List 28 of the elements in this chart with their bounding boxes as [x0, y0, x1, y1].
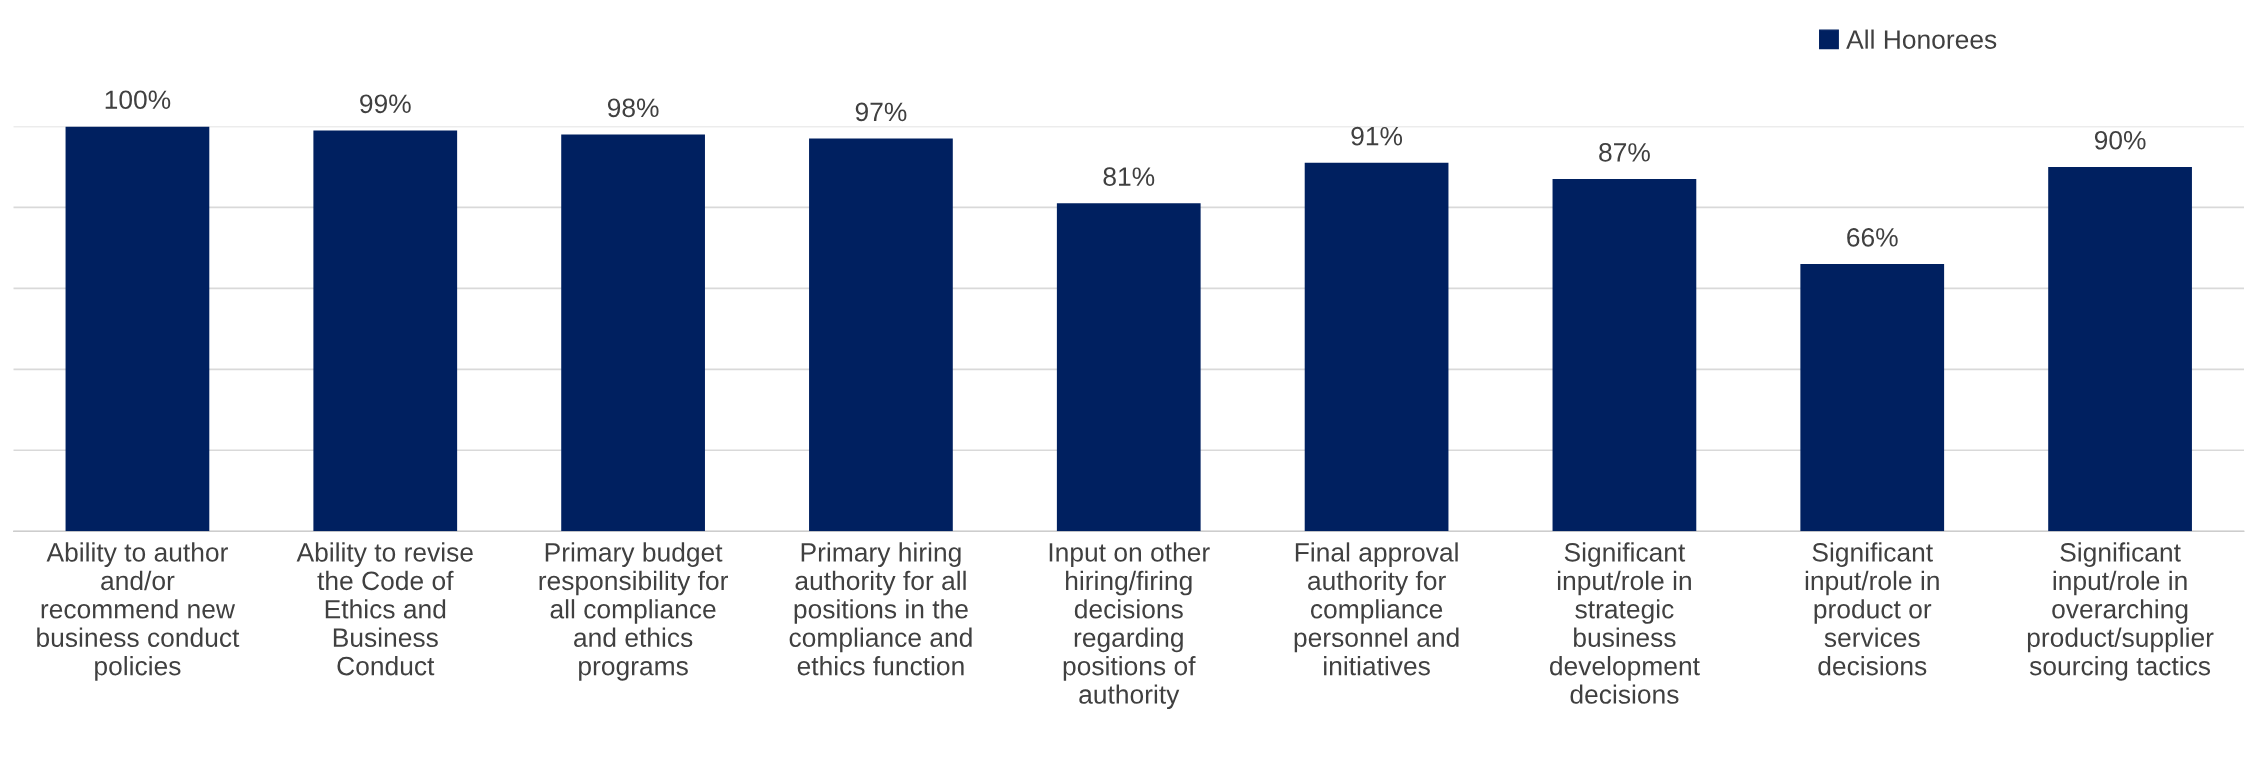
data-label: 66% — [1847, 228, 1898, 247]
bar — [1304, 162, 1449, 532]
data-label: 99% — [360, 94, 411, 114]
data-label: 98% — [607, 98, 659, 118]
bar — [561, 134, 705, 532]
x-tick-label: Ability to revise the Code of Ethics and Business Conduct — [296, 542, 473, 676]
bar — [1056, 203, 1201, 532]
bar — [809, 138, 953, 532]
x-tick-label: Final approval authority for compliance personnel and initiatives — [1294, 542, 1459, 676]
legend-label: All Honorees — [1846, 29, 1997, 49]
data-label: 87% — [1599, 143, 1650, 162]
bar — [2048, 166, 2192, 532]
bar — [313, 130, 458, 532]
x-tick-label: Primary budget responsibility for all compliance and ethics programs — [539, 542, 728, 681]
data-label: 90% — [2094, 130, 2146, 150]
x-tick-label: Primary hiring authority for all positions in the compliance and ethics function — [789, 542, 972, 676]
bar — [65, 126, 210, 532]
x-tick-label: Ability to author and/or recommend new business conduct policies — [37, 542, 240, 681]
x-tick-label: Input on other hiring/firing decisions regarding positions of authority — [1049, 542, 1210, 710]
data-label: 97% — [855, 102, 907, 122]
data-label: 91% — [1351, 126, 1403, 146]
bar — [1800, 264, 1945, 532]
x-tick-label: Significant input/role in strategic business development decisions — [1549, 542, 1700, 704]
data-label: 81% — [1103, 167, 1155, 186]
x-tick-label: Significant input/role in overarching product/supplier sourcing tactics — [2027, 542, 2214, 681]
data-label: 100% — [105, 90, 171, 110]
x-tick-label: Significant input/role in product or services decisions — [1805, 542, 1939, 676]
bar — [1552, 179, 1697, 532]
